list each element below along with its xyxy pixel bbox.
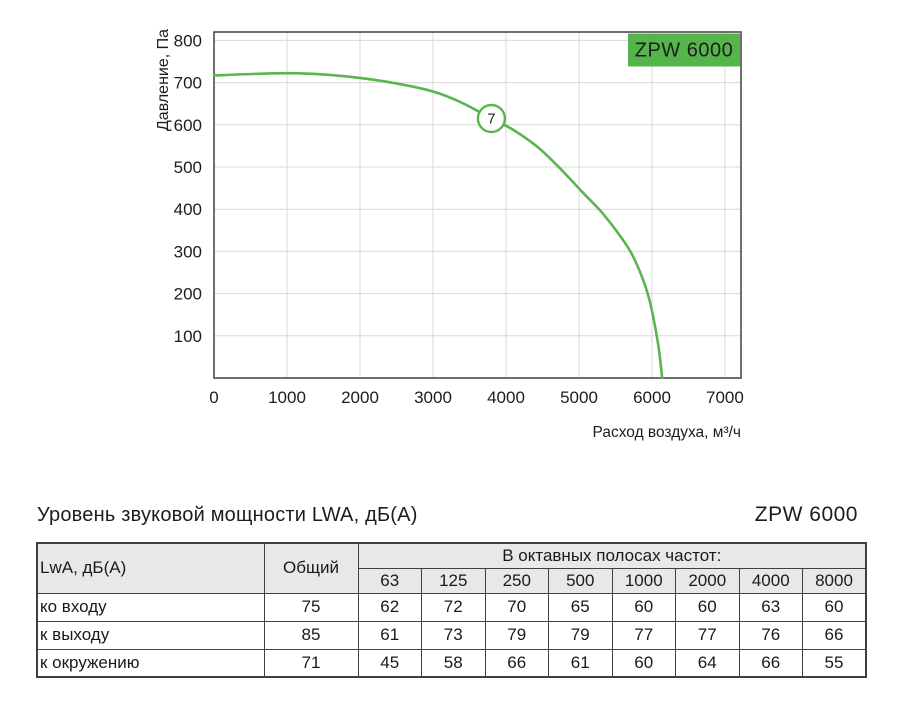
- band-value: 60: [802, 592, 867, 622]
- band-value: 70: [484, 592, 549, 622]
- y-tick-label: 300: [174, 242, 202, 261]
- band-column-header: 1000: [611, 567, 676, 594]
- row-label: ко входу: [36, 592, 265, 622]
- band-value: 45: [357, 648, 422, 678]
- model-badge-label: ZPW 6000: [635, 40, 733, 62]
- band-value: 66: [802, 620, 867, 650]
- y-tick-label: 100: [174, 327, 202, 346]
- y-tick-label: 800: [174, 31, 202, 50]
- gridlines: [214, 32, 741, 378]
- table-header-row-1: LwA, дБ(А) Общий В октавных полосах част…: [36, 542, 867, 594]
- band-column-header: 125: [421, 567, 486, 594]
- band-value: 66: [484, 648, 549, 678]
- band-value: 62: [357, 592, 422, 622]
- row-total-value: 71: [263, 648, 359, 678]
- sound-table-model: ZPW 6000: [754, 503, 858, 526]
- row-total-value: 75: [263, 592, 359, 622]
- corner-header-cell: LwA, дБ(А): [36, 542, 265, 594]
- row-total-value: 85: [263, 620, 359, 650]
- band-value: 73: [421, 620, 486, 650]
- model-badge: [628, 33, 740, 67]
- band-value: 61: [548, 648, 613, 678]
- y-axis-title: Давление, Па: [155, 29, 172, 131]
- band-value: 60: [675, 592, 740, 622]
- band-value: 65: [548, 592, 613, 622]
- y-tick-label: 200: [174, 285, 202, 304]
- frequency-header-row: 63 125 250 500 1000 2000 4000 8000: [37, 567, 867, 594]
- total-header-cell: Общий: [263, 542, 359, 594]
- row-label: к окружению: [36, 648, 265, 678]
- sound-table-title: Уровень звуковой мощности LWA, дБ(А): [37, 504, 418, 526]
- operating-point-marker: [476, 103, 507, 134]
- band-column-header: 8000: [802, 567, 867, 594]
- band-column-header: 250: [484, 567, 549, 594]
- band-value: 77: [611, 620, 676, 650]
- sound-table-titles: Уровень звуковой мощности LWA, дБ(А) ZPW…: [37, 503, 858, 527]
- x-axis-title: Расход воздуха, м³/ч: [593, 424, 741, 441]
- table-row: ко входу 75 62 72 70 65 60 60 63 60: [36, 592, 867, 622]
- y-tick-label: 500: [174, 158, 202, 177]
- y-tick-label: 400: [174, 200, 202, 219]
- x-tick-label: 2000: [341, 388, 379, 407]
- x-tick-label: 7000: [706, 388, 744, 407]
- plot-border: [213, 31, 742, 379]
- band-value: 79: [548, 620, 613, 650]
- band-value: 60: [611, 592, 676, 622]
- band-value: 64: [675, 648, 740, 678]
- y-tick-label: 700: [174, 74, 202, 93]
- fan-curve-chart: ZPW 6000 7 0 1000 2000 3000 4000 5000 6000 7000 10…: [155, 29, 744, 441]
- table-row: к выходу 85 61 73 79 79 77 77 76 66: [36, 620, 867, 650]
- band-column-header: 4000: [738, 567, 803, 594]
- y-tick-label: 600: [174, 116, 202, 135]
- x-tick-label: 1000: [268, 388, 306, 407]
- band-value: 58: [421, 648, 486, 678]
- x-tick-label: 6000: [633, 388, 671, 407]
- sound-power-table: LwA, дБ(А) Общий В октавных полосах част…: [36, 542, 867, 678]
- band-value: 55: [802, 648, 867, 678]
- band-value: 79: [484, 620, 549, 650]
- octave-bands-header-cell: В октавных полосах частот:: [357, 542, 867, 569]
- table-row: к окружению 71 45 58 66 61 60 64 66 55: [36, 648, 867, 678]
- band-value: 60: [611, 648, 676, 678]
- fan-curve: [212, 71, 664, 380]
- x-tick-label: 5000: [560, 388, 598, 407]
- band-value: 66: [738, 648, 803, 678]
- row-label: к выходу: [36, 620, 265, 650]
- band-value: 77: [675, 620, 740, 650]
- table-body: ко входу 75 62 72 70 65 60 60 63 60 к выходу 85 61 73…: [36, 592, 867, 678]
- x-tick-label: 4000: [487, 388, 525, 407]
- band-value: 76: [738, 620, 803, 650]
- band-value: 72: [421, 592, 486, 622]
- operating-point-label: 7: [487, 112, 495, 128]
- band-column-header: 2000: [675, 567, 740, 594]
- x-tick-label: 3000: [414, 388, 452, 407]
- band-value: 61: [357, 620, 422, 650]
- band-column-header: 500: [548, 567, 613, 594]
- band-column-header: 63: [357, 567, 422, 594]
- x-tick-label: 0: [209, 388, 218, 407]
- band-value: 63: [738, 592, 803, 622]
